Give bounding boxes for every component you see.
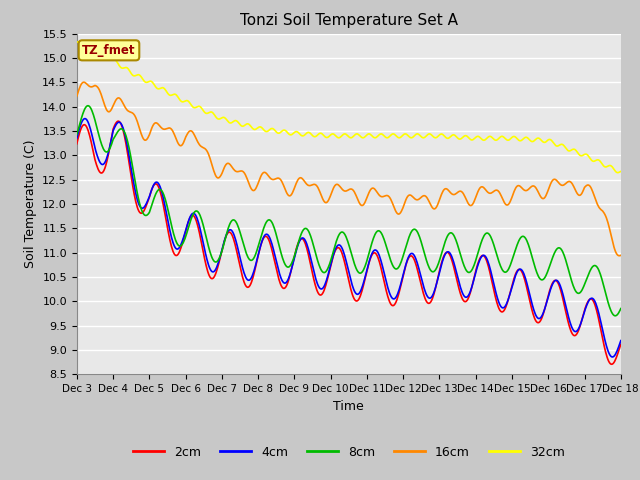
32cm (431, 135, 439, 141)
2cm (195, 227, 202, 232)
4cm (617, 338, 625, 344)
8cm (223, 228, 231, 234)
4cm (84, 118, 92, 124)
16cm (617, 252, 625, 258)
4cm (73, 135, 81, 141)
Title: Tonzi Soil Temperature Set A: Tonzi Soil Temperature Set A (240, 13, 458, 28)
2cm (83, 124, 90, 130)
Line: 32cm: 32cm (77, 42, 621, 173)
8cm (612, 313, 620, 319)
4cm (81, 116, 89, 121)
8cm (83, 103, 90, 109)
16cm (195, 141, 202, 146)
16cm (431, 205, 439, 211)
16cm (223, 160, 231, 166)
Line: 8cm: 8cm (77, 106, 621, 316)
2cm (115, 118, 122, 124)
Y-axis label: Soil Temperature (C): Soil Temperature (C) (24, 140, 36, 268)
32cm (416, 132, 424, 138)
4cm (609, 354, 616, 360)
2cm (608, 361, 616, 367)
32cm (195, 103, 202, 109)
8cm (431, 267, 439, 273)
Line: 4cm: 4cm (77, 119, 621, 357)
2cm (73, 141, 81, 147)
4cm (140, 205, 147, 211)
32cm (140, 77, 147, 83)
4cm (195, 220, 202, 226)
4cm (431, 285, 439, 291)
8cm (84, 103, 92, 108)
32cm (73, 39, 81, 45)
8cm (140, 211, 147, 216)
8cm (73, 132, 81, 137)
2cm (431, 286, 439, 291)
4cm (223, 229, 231, 235)
Legend: 2cm, 4cm, 8cm, 16cm, 32cm: 2cm, 4cm, 8cm, 16cm, 32cm (128, 441, 570, 464)
Text: TZ_fmet: TZ_fmet (82, 44, 136, 57)
16cm (140, 136, 147, 142)
16cm (616, 253, 623, 259)
16cm (73, 93, 81, 99)
X-axis label: Time: Time (333, 400, 364, 413)
4cm (416, 268, 424, 274)
16cm (80, 79, 88, 85)
8cm (195, 210, 202, 216)
32cm (84, 43, 92, 49)
2cm (416, 276, 424, 281)
32cm (617, 168, 625, 174)
16cm (84, 82, 92, 87)
2cm (617, 341, 625, 347)
16cm (416, 196, 424, 202)
8cm (617, 306, 625, 312)
Line: 2cm: 2cm (77, 121, 621, 364)
32cm (614, 170, 621, 176)
8cm (416, 234, 424, 240)
32cm (223, 118, 231, 123)
Line: 16cm: 16cm (77, 82, 621, 256)
32cm (74, 39, 82, 45)
2cm (140, 209, 147, 215)
2cm (223, 231, 231, 237)
